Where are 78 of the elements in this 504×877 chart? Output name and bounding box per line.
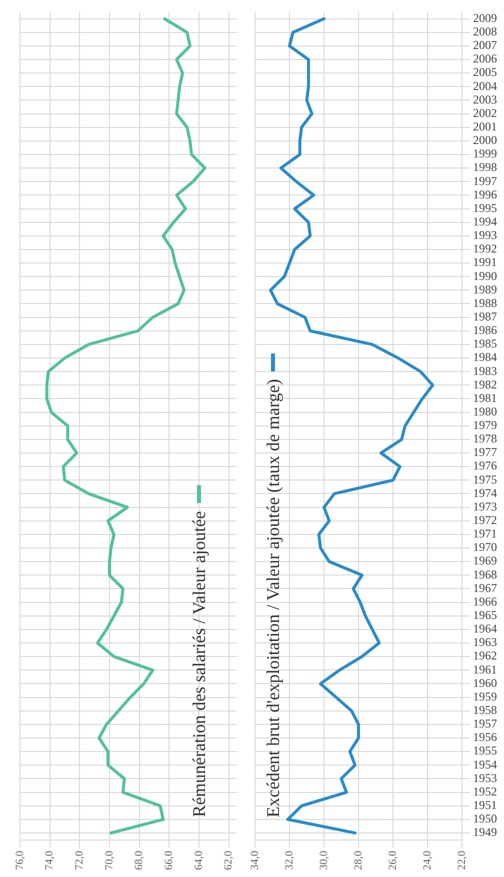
y-tick-label: 1976	[473, 458, 497, 473]
y-tick-label: 1964	[473, 622, 497, 636]
y-tick-label: 1992	[473, 242, 497, 256]
x-tick-label: 26,0	[386, 850, 399, 870]
x-tick-label: 34,0	[248, 850, 261, 870]
y-tick-label: 1982	[473, 377, 497, 392]
x-tick-label: 28,0	[352, 850, 364, 870]
y-tick-label: 1987	[473, 309, 497, 324]
y-tick-label: 1991	[473, 255, 497, 270]
y-tick-label: 1960	[473, 676, 497, 690]
y-tick-label: 1993	[473, 228, 497, 242]
y-tick-label: 1963	[473, 635, 497, 650]
y-tick-label: 1951	[473, 798, 497, 812]
x-tick-label: 30,0	[318, 850, 330, 870]
y-tick-label: 1999	[473, 146, 497, 161]
y-tick-label: 1983	[473, 364, 497, 378]
y-tick-label: 1970	[473, 540, 497, 554]
x-tick-label: 64,0	[192, 850, 205, 870]
x-tick-label: 74,0	[44, 850, 56, 870]
y-tick-label: 1996	[473, 187, 497, 202]
y-tick-label: 1949	[473, 825, 497, 840]
y-tick-label: 1955	[473, 744, 497, 758]
legend-label: Excédent brut d'exploitation / Valeur ajoutée (taux de marge)	[263, 378, 284, 817]
y-tick-label: 2002	[473, 106, 497, 120]
y-tick-label: 1967	[473, 580, 497, 595]
y-tick-label: 2000	[473, 133, 497, 148]
y-tick-label: 2005	[473, 65, 497, 80]
y-tick-label: 2003	[473, 92, 497, 106]
y-tick-label: 1997	[473, 174, 497, 188]
y-tick-label: 1995	[473, 200, 497, 215]
x-tick-label: 62,0	[222, 850, 235, 870]
y-tick-label: 1979	[473, 418, 497, 432]
y-tick-label: 1975	[473, 472, 497, 486]
y-tick-label: 1954	[473, 757, 497, 772]
y-tick-label: 1980	[473, 404, 497, 418]
y-tick-label: 1952	[473, 784, 497, 798]
y-tick-label: 1953	[473, 770, 497, 785]
text: Rémunération des salariés / Valeur ajoutée	[189, 510, 210, 817]
y-tick-label: 1958	[473, 702, 497, 717]
y-tick-label: 1978	[473, 432, 497, 446]
y-tick-label: 1950	[473, 812, 497, 826]
y-tick-label: 1968	[473, 567, 497, 582]
y-tick-label: 1972	[473, 513, 497, 528]
y-tick-label: 1990	[473, 268, 497, 283]
y-tick-label: 1973	[473, 499, 497, 514]
x-tick-label: 32,0	[283, 850, 296, 870]
y-tick-label: 2009	[473, 10, 497, 25]
y-tick-label: 1965	[473, 608, 497, 622]
y-tick-label: 1971	[473, 526, 497, 541]
y-tick-label: 2007	[473, 38, 497, 52]
y-tick-label: 1962	[473, 648, 497, 663]
y-tick-label: 1989	[473, 282, 497, 296]
y-tick-label: 1986	[473, 323, 497, 338]
x-tick-label: 22,0	[456, 850, 468, 870]
y-tick-label: 1981	[473, 390, 497, 405]
y-tick-label: 1998	[473, 160, 497, 174]
y-tick-label: 2001	[473, 120, 497, 134]
x-tick-label: 70,0	[103, 850, 116, 870]
x-tick-label: 68,0	[133, 850, 146, 870]
y-tick-label: 1959	[473, 689, 497, 704]
x-tick-label: 72,0	[74, 850, 86, 870]
y-tick-label: 1985	[473, 336, 497, 351]
y-tick-label: 1988	[473, 296, 497, 310]
y-tick-label: 1956	[473, 730, 497, 744]
y-tick-label: 1969	[473, 554, 497, 568]
y-tick-label: 2006	[473, 52, 497, 66]
y-tick-label: 1977	[473, 445, 497, 460]
y-tick-label: 1957	[473, 716, 497, 731]
y-tick-label: 1974	[473, 486, 497, 500]
y-tick-label: 2008	[473, 24, 497, 39]
y-tick-label: 2004	[473, 78, 497, 93]
x-tick-label: 24,0	[421, 850, 434, 870]
y-tick-label: 1994	[473, 214, 497, 228]
y-tick-label: 1984	[473, 350, 497, 364]
y-tick-label: 1961	[473, 662, 497, 676]
x-tick-label: 76,0	[14, 850, 26, 870]
y-tick-label: 1966	[473, 594, 497, 608]
x-tick-label: 66,0	[163, 850, 176, 870]
